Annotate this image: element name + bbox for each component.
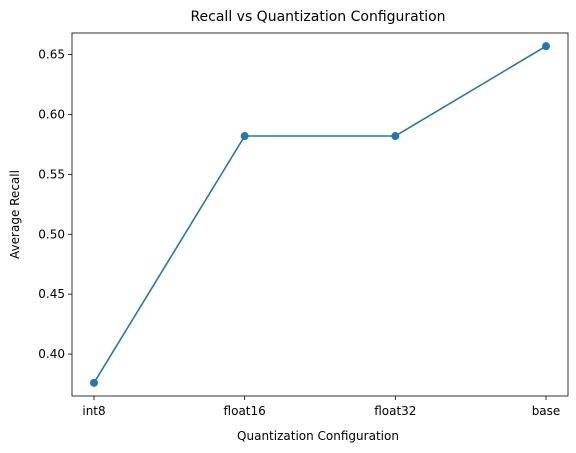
x-axis-ticks: int8 float16 float32 base <box>82 396 560 418</box>
x-tick-label: float32 <box>374 404 416 418</box>
data-point-float16 <box>240 132 249 141</box>
series-points <box>90 42 550 387</box>
plot-frame <box>71 32 569 397</box>
x-axis-title: Quantization Configuration <box>237 429 399 443</box>
y-tick-label: 0.65 <box>38 48 65 62</box>
data-point-float32 <box>391 132 400 141</box>
y-tick-label: 0.50 <box>38 227 65 241</box>
y-tick-label: 0.60 <box>38 107 65 121</box>
plot-area <box>72 33 568 396</box>
y-axis-title: Average Recall <box>8 170 22 259</box>
x-tick-label: base <box>532 404 561 418</box>
y-axis-ticks: 0.40 0.45 0.50 0.55 0.60 0.65 <box>38 48 72 361</box>
y-tick-label: 0.40 <box>38 347 65 361</box>
data-point-base <box>542 42 550 51</box>
y-tick-label: 0.55 <box>38 167 65 181</box>
x-tick-label: int8 <box>82 404 105 418</box>
data-point-int8 <box>90 378 98 387</box>
y-tick-label: 0.45 <box>38 287 65 301</box>
chart-title: Recall vs Quantization Configuration <box>190 9 445 25</box>
x-tick-label: float16 <box>224 404 266 418</box>
series-line <box>93 45 547 384</box>
